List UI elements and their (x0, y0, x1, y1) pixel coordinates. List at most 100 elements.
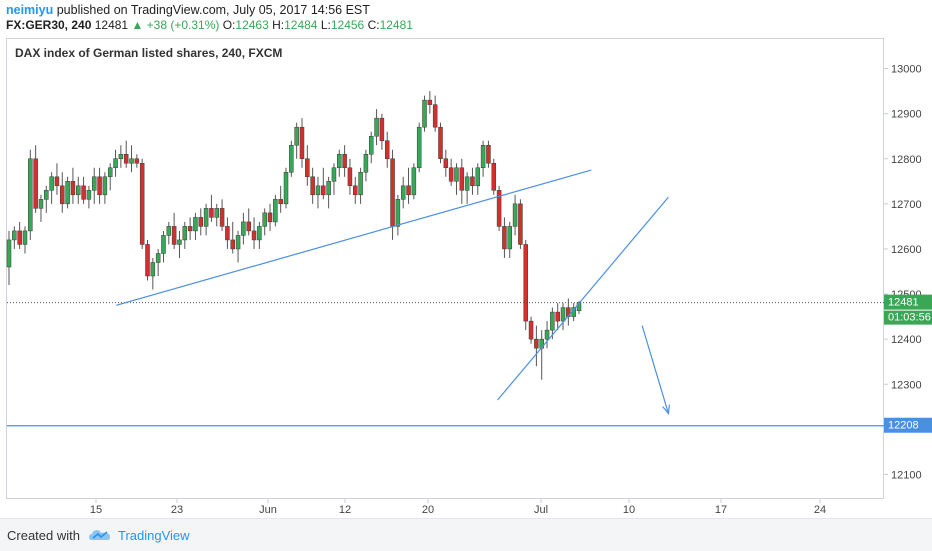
candle-body-up (507, 226, 512, 250)
candle (193, 212, 198, 240)
time-tick-label: Jun (259, 504, 277, 516)
high-value: 12484 (284, 18, 318, 32)
open-value: 12463 (235, 18, 269, 32)
candle-body-down (347, 167, 353, 187)
candle (454, 163, 459, 195)
candle-body-down (198, 217, 204, 227)
candle-body-down (97, 176, 102, 196)
candle (17, 221, 22, 249)
candle-body-up (107, 167, 113, 178)
candle-body-up (65, 181, 70, 205)
candle (182, 221, 188, 249)
candle-body-up (76, 185, 81, 196)
candle (560, 303, 566, 331)
candle (97, 167, 102, 204)
price-change: ▲ +38 (+0.31%) (131, 18, 220, 32)
candle (544, 321, 550, 349)
candle-body-up (22, 230, 28, 245)
candle-body-down (438, 126, 443, 159)
created-with-text: Created with (7, 528, 80, 543)
candle-body-up (6, 239, 12, 268)
candle-body-up (464, 176, 470, 191)
candle (358, 167, 363, 204)
candle-body-up (400, 185, 406, 200)
candle (321, 167, 326, 200)
candle (219, 199, 225, 231)
candle-body-down (448, 167, 454, 182)
arrow-drawing (641, 325, 670, 414)
author-link[interactable]: neimiyu (6, 3, 54, 17)
chart-canvas[interactable]: 1300012900128001270012600125001240012300… (0, 0, 932, 518)
candle (411, 163, 417, 200)
candle-body-up (155, 253, 161, 263)
candle-body-up (326, 181, 331, 196)
candle-body-down (518, 203, 523, 245)
candle (507, 221, 512, 258)
candle (230, 221, 235, 254)
candle-body-down (209, 208, 214, 218)
candle (347, 158, 353, 195)
candle-body-up (422, 99, 427, 128)
time-tick-label: 23 (171, 504, 183, 516)
candle (438, 122, 443, 164)
candle-body-up (416, 126, 422, 169)
candle-body-up (294, 126, 299, 146)
candle (278, 185, 283, 213)
candle-body-up (235, 235, 241, 250)
candle (475, 163, 481, 195)
trendline-drawing (497, 196, 669, 401)
candle (337, 149, 342, 177)
candle (198, 208, 204, 236)
candle (33, 145, 38, 213)
candle (28, 149, 33, 240)
candle (235, 230, 241, 263)
candle-body-up (177, 239, 182, 245)
tradingview-cloud-icon (88, 527, 114, 548)
support-price-label-box (884, 417, 932, 433)
candle (406, 167, 411, 204)
last-price-label: 12481 (888, 297, 919, 309)
candle-body-up (315, 185, 321, 196)
candle-body-down (187, 226, 193, 232)
candle (134, 154, 140, 168)
price-tick-label: 12400 (891, 334, 922, 346)
candle-body-up (273, 199, 278, 223)
candle (171, 212, 177, 249)
candle-body-down (134, 158, 140, 164)
candle-body-up (480, 144, 486, 169)
candle (326, 176, 331, 209)
candle (60, 172, 65, 213)
candle-body-up (182, 226, 188, 241)
publish-line: neimiyu published on TradingView.com, Ju… (6, 3, 370, 17)
candle (422, 95, 427, 132)
candle (6, 230, 12, 286)
candle-body-down (60, 185, 65, 205)
symbol-label[interactable]: FX:GER30, 240 (6, 18, 92, 32)
candle-body-down (139, 163, 145, 245)
candle (44, 185, 49, 213)
candle-body-up (475, 167, 481, 187)
candle (448, 158, 454, 186)
candle-body-up (102, 176, 108, 196)
candle-body-down (496, 190, 502, 227)
time-tick-label: 15 (90, 504, 102, 516)
candle (273, 194, 278, 227)
last-price-value: 12481 (94, 18, 129, 32)
tradingview-brand[interactable]: TradingView (118, 528, 190, 543)
candle-body-down (555, 311, 560, 322)
candle-body-down (534, 338, 539, 349)
high-label: H: (272, 18, 285, 32)
candle (416, 122, 422, 173)
candle (550, 307, 555, 340)
chart-pane[interactable] (6, 38, 884, 499)
candle-body-down (225, 226, 230, 241)
chart-header: neimiyu published on TradingView.com, Ju… (0, 0, 932, 36)
candle (283, 167, 289, 209)
low-label: L: (320, 18, 331, 32)
candle (443, 149, 449, 177)
price-tick-label: 12300 (891, 379, 922, 391)
candle-body-down (443, 158, 449, 169)
time-tick-label: 12 (339, 504, 351, 516)
candle-body-down (299, 126, 305, 159)
candle-body-up (363, 153, 369, 173)
